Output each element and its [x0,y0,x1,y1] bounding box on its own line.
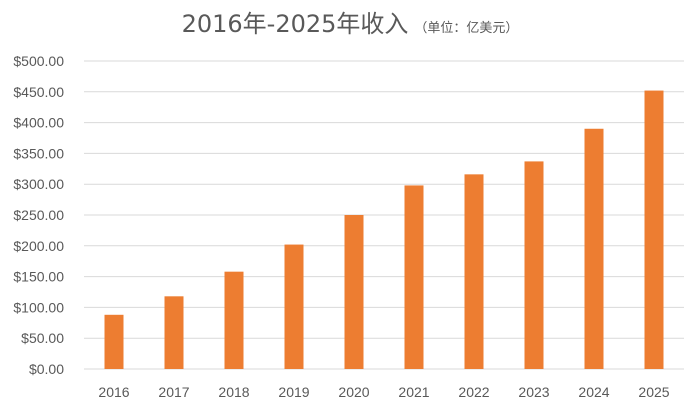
x-tick-label: 2021 [398,384,429,400]
y-tick-label: $50.00 [21,330,64,346]
y-tick-label: $150.00 [13,269,64,285]
x-tick-label: 2024 [578,384,609,400]
x-tick-label: 2018 [218,384,249,400]
x-tick-label: 2023 [518,384,549,400]
bar-2024 [584,128,604,369]
y-tick-label: $300.00 [13,176,64,192]
y-tick-label: $350.00 [13,145,64,161]
y-axis-ticks: $0.00 $50.00 $100.00 $150.00 $200.00 $250.00 $… [13,53,64,377]
y-tick-label: $250.00 [13,207,64,223]
bar-2018 [224,271,244,369]
x-tick-label: 2025 [638,384,669,400]
bar-2016 [104,314,124,369]
bars [104,90,664,370]
bar-2025 [644,90,664,370]
bar-2021 [404,185,424,369]
x-axis-ticks: 2016 2017 2018 2019 2020 2021 2022 2023 2024 2025 [98,384,669,400]
bar-2017 [164,296,184,369]
chart-title: 2016年-2025年收入 [181,10,409,38]
x-tick-label: 2022 [458,384,489,400]
y-tick-label: $500.00 [13,53,64,69]
y-tick-label: $100.00 [13,299,64,315]
y-tick-label: $200.00 [13,238,64,254]
y-tick-label: $450.00 [13,84,64,100]
x-tick-label: 2017 [158,384,189,400]
bar-2022 [464,174,484,369]
x-tick-label: 2019 [278,384,309,400]
y-tick-label: $400.00 [13,115,64,131]
bar-2019 [284,244,304,369]
x-tick-label: 2016 [98,384,129,400]
y-tick-label: $0.00 [29,361,64,377]
x-tick-label: 2020 [338,384,369,400]
bar-2020 [344,215,364,369]
chart-subtitle: （单位：亿美元） [414,21,519,36]
chart-title-container: 2016年-2025年收入 （单位：亿美元） [0,4,700,39]
bar-2023 [524,161,544,369]
gridlines [84,60,684,370]
